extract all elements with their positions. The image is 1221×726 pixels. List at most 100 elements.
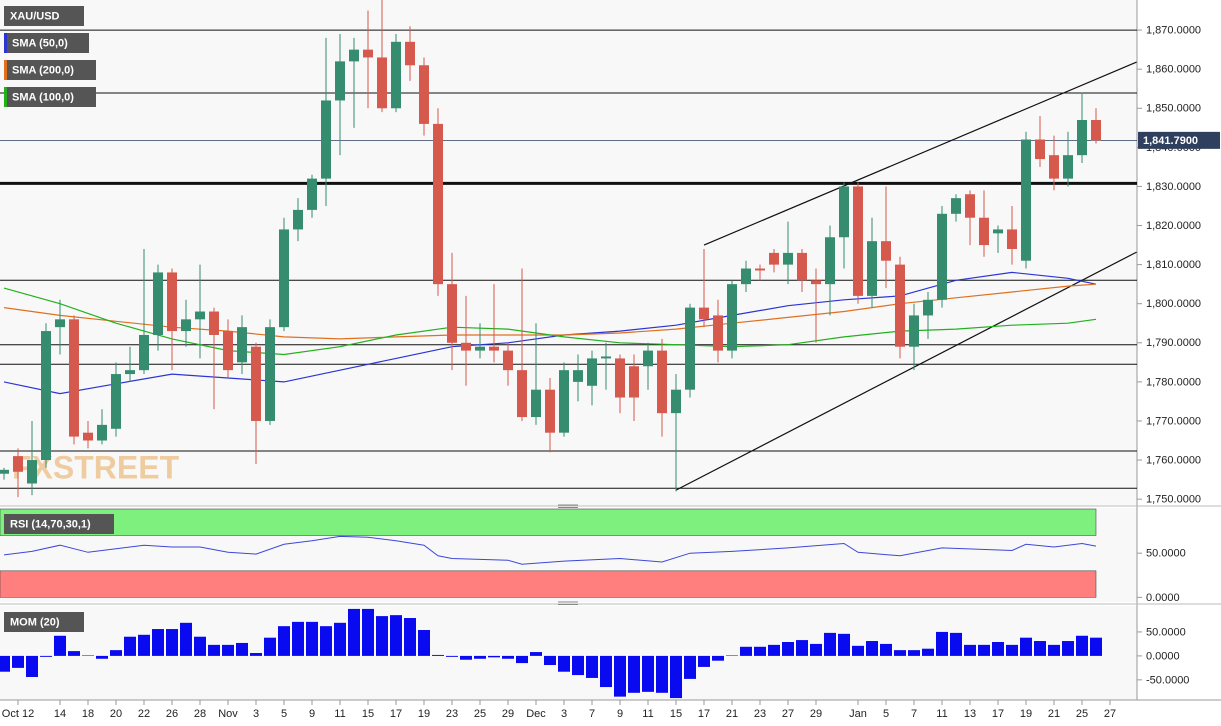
candle-body bbox=[307, 178, 317, 210]
bar bbox=[600, 655, 612, 688]
bar bbox=[1020, 637, 1032, 656]
bar bbox=[782, 641, 794, 656]
bar bbox=[82, 655, 94, 656]
legend-label[interactable]: SMA (100,0) bbox=[12, 91, 74, 103]
bar bbox=[348, 608, 360, 656]
candle-body bbox=[83, 432, 93, 441]
x-tick-label: 9 bbox=[309, 708, 315, 720]
x-tick-label: 25 bbox=[1076, 708, 1088, 720]
bar bbox=[194, 636, 206, 656]
candle-body bbox=[209, 311, 219, 335]
bar bbox=[908, 650, 920, 656]
candle-body bbox=[881, 241, 891, 261]
candle-body bbox=[671, 389, 681, 414]
bar bbox=[768, 644, 780, 656]
candle-body bbox=[951, 198, 961, 214]
candle-body bbox=[559, 370, 569, 433]
resize-grip[interactable] bbox=[558, 504, 578, 605]
candle-body bbox=[391, 41, 401, 109]
bar bbox=[726, 655, 738, 656]
mom-plot bbox=[0, 608, 1102, 699]
x-tick-label: 3 bbox=[253, 708, 259, 720]
bar bbox=[404, 618, 416, 656]
candle-body bbox=[223, 331, 233, 371]
candle-body bbox=[657, 350, 667, 414]
bar bbox=[222, 644, 234, 656]
x-tick-label: 21 bbox=[1048, 708, 1060, 720]
legend-label[interactable]: RSI (14,70,30,1) bbox=[10, 518, 91, 530]
bar bbox=[964, 644, 976, 656]
bar bbox=[824, 632, 836, 656]
legend-label[interactable]: SMA (50,0) bbox=[12, 37, 68, 49]
candle-body bbox=[55, 319, 65, 328]
x-tick-label: 29 bbox=[810, 708, 822, 720]
candle-body bbox=[125, 370, 135, 375]
bar bbox=[502, 655, 514, 659]
candle-body bbox=[923, 299, 933, 316]
legend-box[interactable] bbox=[4, 612, 84, 632]
legend-box[interactable] bbox=[4, 6, 84, 26]
bar bbox=[446, 655, 458, 657]
candle-body bbox=[839, 186, 849, 238]
candle-body bbox=[405, 41, 415, 66]
candle-body bbox=[643, 350, 653, 367]
candle-body bbox=[69, 319, 79, 437]
candle-body bbox=[979, 217, 989, 246]
bar bbox=[712, 655, 724, 661]
legend-box[interactable] bbox=[4, 87, 96, 107]
legend-label[interactable]: SMA (200,0) bbox=[12, 64, 74, 76]
legend-box[interactable] bbox=[4, 514, 114, 534]
x-tick-label: 17 bbox=[992, 708, 1004, 720]
candle-body bbox=[811, 280, 821, 285]
watermark: FXSTREET bbox=[12, 449, 180, 485]
legend-label[interactable]: MOM (20) bbox=[10, 616, 60, 628]
legend[interactable]: XAU/USD SMA (50,0) SMA (200,0) SMA (100,… bbox=[4, 6, 114, 632]
bar bbox=[1090, 637, 1102, 656]
bar bbox=[936, 631, 948, 656]
x-tick-label: Nov bbox=[218, 708, 238, 720]
bar bbox=[390, 615, 402, 656]
candle-body bbox=[1021, 139, 1031, 261]
candle-body bbox=[27, 460, 37, 484]
candle-body bbox=[965, 194, 975, 218]
bar bbox=[642, 655, 654, 692]
x-tick-label: 11 bbox=[334, 708, 345, 720]
candle-body bbox=[139, 334, 149, 371]
candle-body bbox=[741, 268, 751, 285]
bar bbox=[40, 655, 52, 657]
legend-label[interactable]: XAU/USD bbox=[10, 10, 60, 22]
candle-body bbox=[545, 389, 555, 433]
candle-body bbox=[783, 252, 793, 265]
candle-body bbox=[111, 374, 121, 429]
x-tick-label: 13 bbox=[964, 708, 976, 720]
bar bbox=[26, 655, 38, 677]
candle-body bbox=[615, 358, 625, 398]
bar bbox=[810, 643, 822, 656]
last-price-label: 1,841.7900 bbox=[1143, 135, 1198, 147]
bar bbox=[852, 645, 864, 656]
legend-swatch bbox=[4, 33, 7, 53]
bar bbox=[124, 636, 136, 656]
y-tick-label: 1,850.0000 bbox=[1146, 103, 1201, 115]
y-tick-label: 0.0000 bbox=[1146, 650, 1180, 662]
y-tick-label: 1,790.0000 bbox=[1146, 337, 1201, 349]
x-tick-label: 25 bbox=[474, 708, 486, 720]
x-tick-label: 19 bbox=[1020, 708, 1032, 720]
x-tick-label: 29 bbox=[502, 708, 514, 720]
bar bbox=[12, 655, 24, 668]
x-tick-label: 17 bbox=[698, 708, 710, 720]
legend-swatch bbox=[4, 87, 7, 107]
legend-box[interactable] bbox=[4, 33, 89, 53]
legend-box[interactable] bbox=[4, 60, 96, 80]
candle-body bbox=[265, 327, 275, 421]
bar bbox=[208, 644, 220, 656]
x-tick-label: 14 bbox=[54, 708, 66, 720]
x-tick-label: 11 bbox=[642, 708, 653, 720]
y-tick-label: 1,800.0000 bbox=[1146, 298, 1201, 310]
bar bbox=[362, 608, 374, 656]
candle-body bbox=[1035, 139, 1045, 160]
bar bbox=[166, 629, 178, 656]
bar bbox=[670, 655, 682, 699]
bar bbox=[54, 635, 66, 656]
candle-body bbox=[321, 100, 331, 179]
